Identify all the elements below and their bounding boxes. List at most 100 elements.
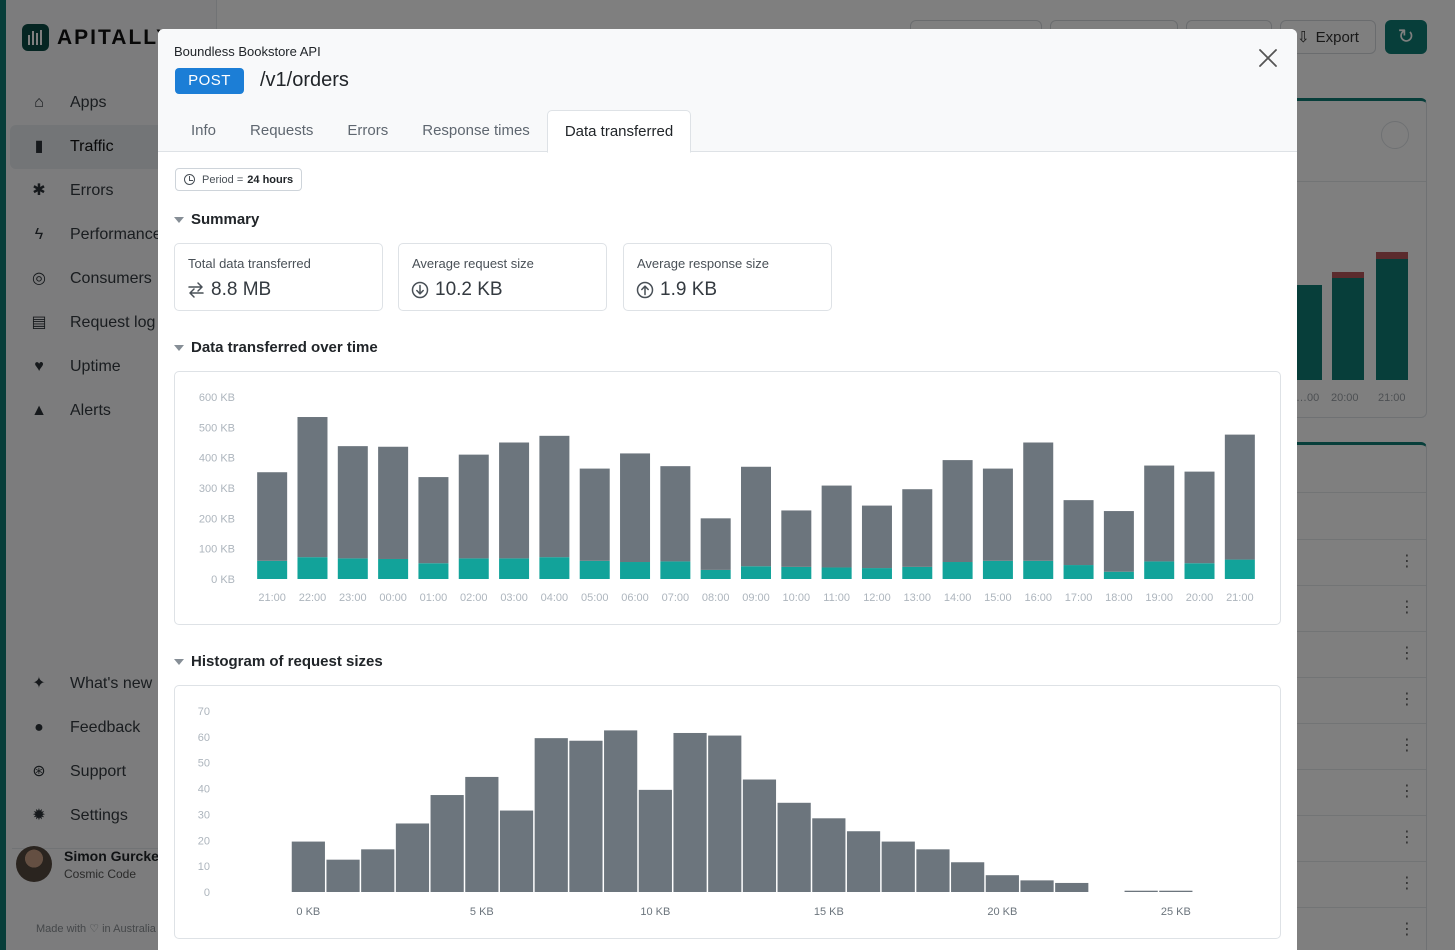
histogram-bar[interactable] xyxy=(499,810,534,892)
bar-response[interactable] xyxy=(741,566,771,579)
bar-request[interactable] xyxy=(1224,434,1255,560)
bar-request[interactable] xyxy=(781,510,812,567)
bar-request[interactable] xyxy=(378,446,409,559)
histogram-bar[interactable] xyxy=(534,738,568,892)
x-tick-label: 19:00 xyxy=(1145,592,1173,604)
bar-response[interactable] xyxy=(660,561,691,579)
bar-request[interactable] xyxy=(499,442,530,559)
bar-request[interactable] xyxy=(418,477,449,564)
tab-response-times[interactable]: Response times xyxy=(422,122,530,139)
histogram-bar[interactable] xyxy=(395,823,430,892)
request-size-histogram[interactable]: 0 10 20 30 40 50 60 70 0 KB 5 KB 10 KB 15 KB 20 KB 25… xyxy=(175,686,1282,940)
bar-request[interactable] xyxy=(579,468,610,561)
histogram-bar[interactable] xyxy=(1020,880,1054,892)
bar-request[interactable] xyxy=(741,466,771,567)
y-tick-label: 60 xyxy=(198,732,210,744)
histogram-bar[interactable] xyxy=(638,789,672,892)
bar-response[interactable] xyxy=(418,563,449,579)
bar-response[interactable] xyxy=(700,569,731,579)
period-badge[interactable]: Period = 24 hours xyxy=(175,168,303,191)
over-time-section-toggle[interactable]: Data transferred over time xyxy=(174,339,378,356)
x-tick-label: 01:00 xyxy=(420,592,448,604)
bar-request[interactable] xyxy=(539,435,570,558)
bar-response[interactable] xyxy=(1184,563,1215,579)
histogram-bar[interactable] xyxy=(604,730,638,892)
circle-arrow-up-icon xyxy=(636,281,654,299)
bar-response[interactable] xyxy=(337,558,368,579)
bar-request[interactable] xyxy=(982,468,1013,561)
bar-response[interactable] xyxy=(821,567,852,579)
close-icon[interactable] xyxy=(1256,46,1280,70)
x-tick-label: 20:00 xyxy=(1186,592,1214,604)
bar-request[interactable] xyxy=(1023,442,1054,561)
bar-response[interactable] xyxy=(458,558,489,579)
histogram-bar[interactable] xyxy=(708,735,742,892)
bar-request[interactable] xyxy=(337,446,368,559)
bar-response[interactable] xyxy=(781,566,812,579)
bar-request[interactable] xyxy=(821,485,852,568)
bar-response[interactable] xyxy=(499,558,530,579)
bar-request[interactable] xyxy=(700,518,731,570)
bar-request[interactable] xyxy=(861,505,892,569)
histogram-bar[interactable] xyxy=(465,776,499,892)
bar-response[interactable] xyxy=(257,560,288,579)
histogram-bar[interactable] xyxy=(430,795,464,892)
bar-request[interactable] xyxy=(1063,500,1094,566)
histogram-bar[interactable] xyxy=(569,740,603,892)
stat-value: 10.2 KB xyxy=(435,279,503,300)
histogram-bar[interactable] xyxy=(881,841,915,892)
bar-request[interactable] xyxy=(620,453,651,563)
x-tick-label: 25 KB xyxy=(1161,906,1191,918)
tab-data-transferred[interactable]: Data transferred xyxy=(546,110,692,153)
histogram-bar[interactable] xyxy=(846,831,881,892)
bar-request[interactable] xyxy=(902,489,933,567)
bar-request[interactable] xyxy=(458,454,489,559)
bar-response[interactable] xyxy=(297,557,328,579)
histogram-bar[interactable] xyxy=(361,849,395,892)
histogram-bar[interactable] xyxy=(916,849,950,892)
over-time-title: Data transferred over time xyxy=(191,339,378,356)
bar-request[interactable] xyxy=(1103,511,1134,572)
bar-response[interactable] xyxy=(1224,559,1255,579)
bar-response[interactable] xyxy=(1144,561,1175,579)
bar-response[interactable] xyxy=(539,557,570,579)
bar-request[interactable] xyxy=(257,472,288,561)
data-transferred-chart[interactable]: 0 KB 100 KB 200 KB 300 KB 400 KB 500 KB 600 KB… xyxy=(175,372,1282,626)
bar-response[interactable] xyxy=(620,562,651,579)
y-tick-label: 50 xyxy=(198,758,210,770)
bar-response[interactable] xyxy=(902,566,933,579)
bar-response[interactable] xyxy=(1103,571,1134,579)
bar-response[interactable] xyxy=(1063,565,1094,579)
histogram-bar[interactable] xyxy=(291,841,325,892)
caret-down-icon xyxy=(174,216,184,223)
bar-request[interactable] xyxy=(297,417,328,558)
histogram-bar[interactable] xyxy=(1124,890,1158,892)
caret-down-icon xyxy=(174,344,184,351)
histogram-bar[interactable] xyxy=(673,732,707,892)
histogram-bar[interactable] xyxy=(985,875,1019,892)
histogram-bar[interactable] xyxy=(951,862,985,892)
x-tick-label: 14:00 xyxy=(944,592,972,604)
bar-response[interactable] xyxy=(861,568,892,579)
bar-request[interactable] xyxy=(1184,471,1215,564)
bar-response[interactable] xyxy=(579,560,610,579)
summary-section-toggle[interactable]: Summary xyxy=(174,211,259,228)
histogram-bar[interactable] xyxy=(777,802,811,892)
histogram-bar[interactable] xyxy=(742,779,777,892)
bar-request[interactable] xyxy=(1144,465,1175,562)
histogram-bar[interactable] xyxy=(812,818,846,892)
bar-response[interactable] xyxy=(982,560,1013,579)
histogram-bar[interactable] xyxy=(1159,890,1193,892)
bar-request[interactable] xyxy=(660,466,691,562)
tab-info[interactable]: Info xyxy=(191,122,217,139)
bar-response[interactable] xyxy=(942,562,973,579)
bar-response[interactable] xyxy=(378,558,409,579)
bar-response[interactable] xyxy=(1023,560,1054,579)
histogram-bar[interactable] xyxy=(326,859,360,892)
data-transferred-chart-card: 0 KB 100 KB 200 KB 300 KB 400 KB 500 KB 600 KB… xyxy=(174,371,1281,625)
histogram-section-toggle[interactable]: Histogram of request sizes xyxy=(174,653,383,670)
bar-request[interactable] xyxy=(942,460,973,563)
histogram-bar[interactable] xyxy=(1055,882,1089,892)
tab-errors[interactable]: Errors xyxy=(347,122,389,139)
tab-requests[interactable]: Requests xyxy=(250,122,314,139)
